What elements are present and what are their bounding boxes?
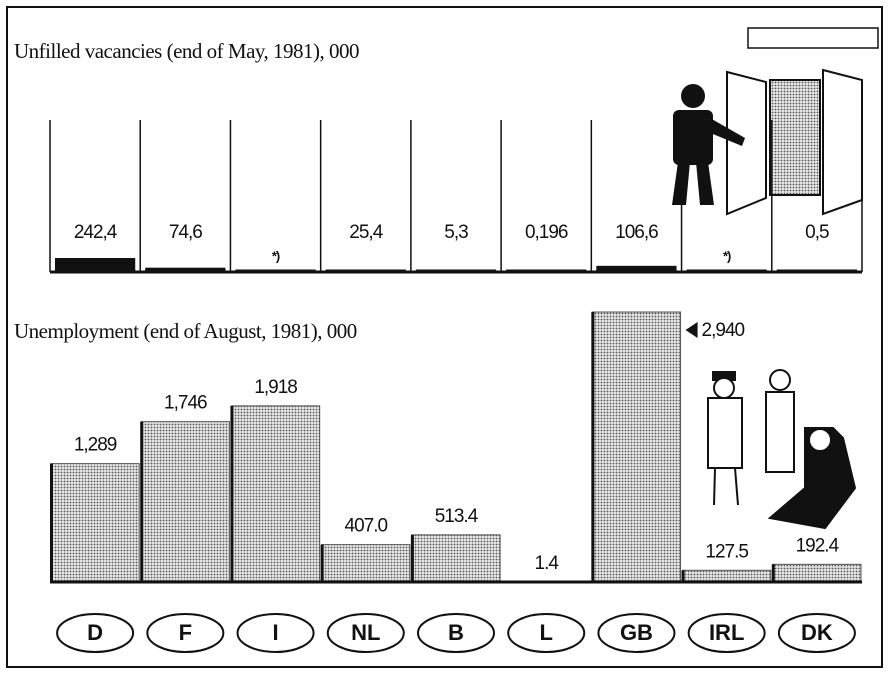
bar (51, 464, 139, 582)
illustration-door (727, 70, 862, 214)
chart-title: Unemployment (end of August, 1981), 000 (14, 319, 357, 343)
value-label: 25,4 (349, 222, 383, 243)
value-label: 513.4 (435, 506, 479, 527)
category-label: L (539, 620, 552, 645)
value-label: 0,196 (525, 222, 568, 243)
value-label: 242,4 (74, 222, 118, 243)
value-label: 2,940 (702, 320, 745, 341)
value-label: 106,6 (615, 222, 658, 243)
bar (773, 564, 861, 582)
chart-title: Unfilled vacancies (end of May, 1981), 0… (14, 39, 359, 63)
bar (55, 258, 135, 272)
value-label: 0,5 (805, 222, 829, 243)
category-label: NL (351, 620, 380, 645)
page: Unfilled vacancies (end of May, 1981), 0… (0, 0, 892, 677)
value-label: 1,289 (74, 435, 117, 456)
value-label: 1,918 (254, 377, 297, 398)
category-label: GB (620, 620, 653, 645)
value-label: *) (723, 248, 731, 263)
bar (322, 545, 410, 582)
value-label: 127.5 (705, 541, 748, 562)
value-label: 74,6 (169, 222, 202, 243)
bar (683, 570, 771, 582)
label-arrow (686, 322, 698, 338)
value-label: 1,746 (164, 393, 207, 414)
category-label: IRL (709, 620, 744, 645)
bar (412, 535, 500, 582)
category-label: F (179, 620, 192, 645)
bar (592, 312, 680, 582)
empty-box (748, 28, 878, 48)
illustration-people (708, 370, 855, 528)
bar (141, 422, 229, 582)
category-label: I (272, 620, 278, 645)
value-label: *) (272, 248, 280, 263)
bar (231, 406, 319, 582)
value-label: 192.4 (796, 535, 840, 556)
category-label: DK (801, 620, 833, 645)
value-label: 407.0 (345, 516, 388, 537)
category-label: B (448, 620, 464, 645)
category-label: D (87, 620, 103, 645)
value-label: 1.4 (535, 553, 560, 574)
value-label: 5,3 (444, 222, 468, 243)
